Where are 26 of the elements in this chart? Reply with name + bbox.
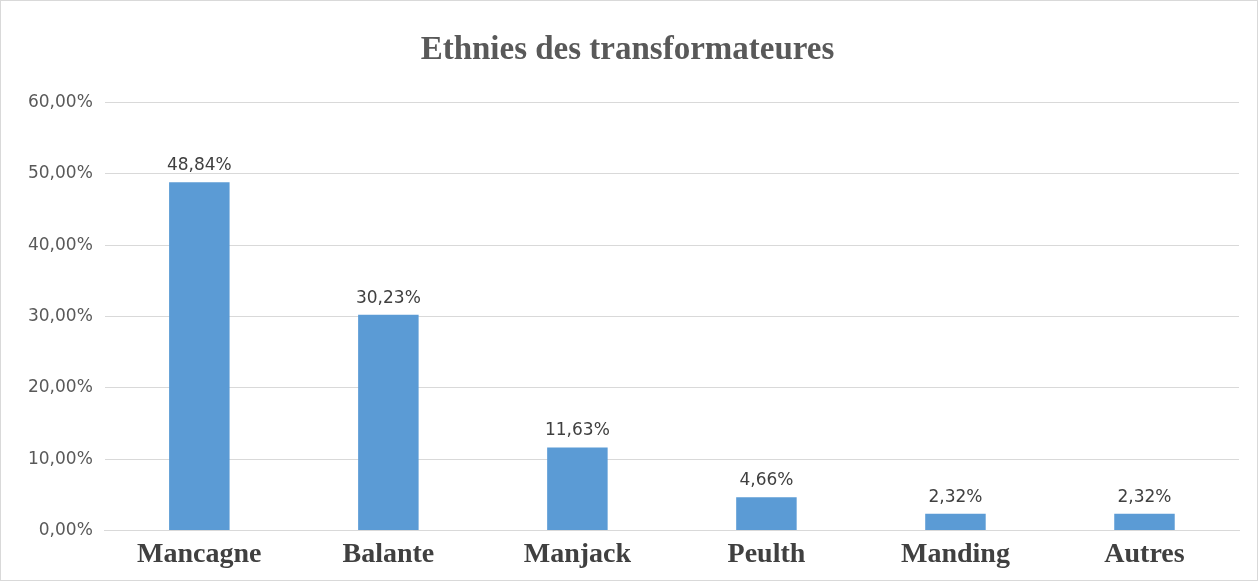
bar bbox=[358, 314, 419, 530]
y-tick-label: 10,00% bbox=[27, 447, 93, 468]
data-label: 48,84% bbox=[166, 154, 232, 175]
data-label: 2,32% bbox=[928, 485, 983, 506]
chart-title: Ethnies des transformateures bbox=[420, 30, 835, 67]
y-tick-label: 20,00% bbox=[27, 376, 93, 397]
y-tick-label: 0,00% bbox=[38, 518, 93, 539]
bar bbox=[547, 447, 608, 530]
x-tick-label: Autres bbox=[1104, 537, 1185, 569]
x-tick-label: Balante bbox=[342, 537, 435, 569]
x-tick-label: Peulth bbox=[727, 537, 806, 569]
data-label: 2,32% bbox=[1117, 485, 1172, 506]
y-tick-label: 30,00% bbox=[27, 304, 93, 325]
bar bbox=[169, 182, 230, 530]
bar bbox=[1114, 513, 1175, 530]
x-tick-label: Manding bbox=[900, 537, 1010, 569]
data-label: 11,63% bbox=[544, 419, 610, 440]
y-tick-label: 50,00% bbox=[27, 162, 93, 183]
y-tick-label: 40,00% bbox=[27, 233, 93, 254]
data-label: 4,66% bbox=[739, 469, 794, 490]
x-tick-label: Mancagne bbox=[137, 537, 262, 569]
bar bbox=[736, 497, 797, 530]
x-tick-label: Manjack bbox=[523, 537, 632, 569]
y-tick-label: 60,00% bbox=[27, 91, 93, 112]
bar bbox=[925, 513, 986, 530]
data-label: 30,23% bbox=[355, 286, 421, 307]
